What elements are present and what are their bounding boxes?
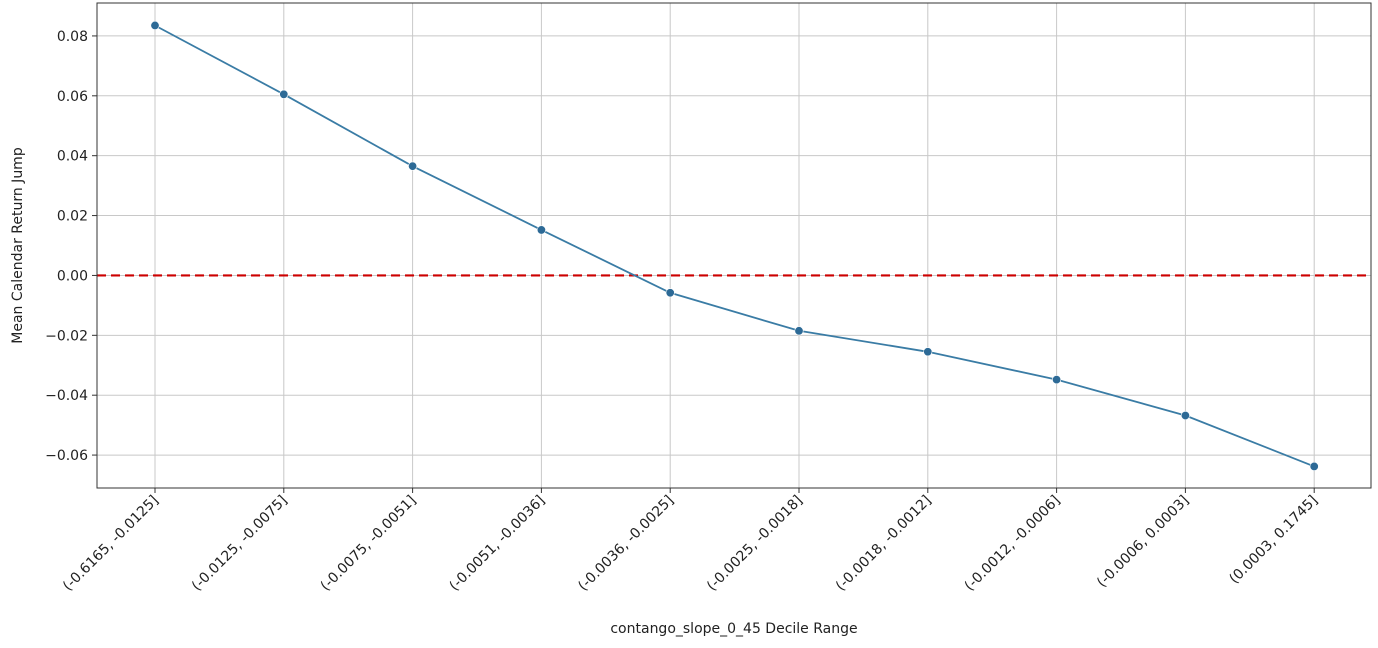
- x-axis-title: contango_slope_0_45 Decile Range: [610, 621, 857, 637]
- data-series: [150, 20, 1319, 471]
- data-point: [1180, 411, 1190, 421]
- y-tick-label: 0.00: [57, 268, 88, 284]
- y-tick-label: −0.04: [45, 388, 88, 404]
- data-point: [923, 347, 933, 357]
- data-point: [1309, 461, 1319, 471]
- data-point: [150, 20, 160, 30]
- data-point: [408, 161, 418, 171]
- y-tick-label: −0.06: [45, 448, 88, 464]
- y-tick-label: 0.08: [57, 29, 88, 45]
- y-tick-label: 0.06: [57, 89, 88, 105]
- y-axis-title: Mean Calendar Return Jump: [10, 147, 26, 344]
- data-point: [1052, 375, 1062, 385]
- data-point: [794, 326, 804, 336]
- grid-lines: [97, 3, 1371, 488]
- data-point: [665, 288, 675, 298]
- y-axis-ticks: 0.08 0.06 0.04 0.02 0.00 −0.02 −0.04 −0.06: [45, 29, 97, 464]
- data-point: [536, 225, 546, 235]
- series-line: [154, 24, 1315, 468]
- y-tick-label: 0.02: [57, 209, 88, 225]
- data-point: [279, 89, 289, 99]
- plot-frame: [96, 2, 1372, 489]
- y-tick-label: −0.02: [45, 328, 88, 344]
- y-tick-label: 0.04: [57, 149, 88, 165]
